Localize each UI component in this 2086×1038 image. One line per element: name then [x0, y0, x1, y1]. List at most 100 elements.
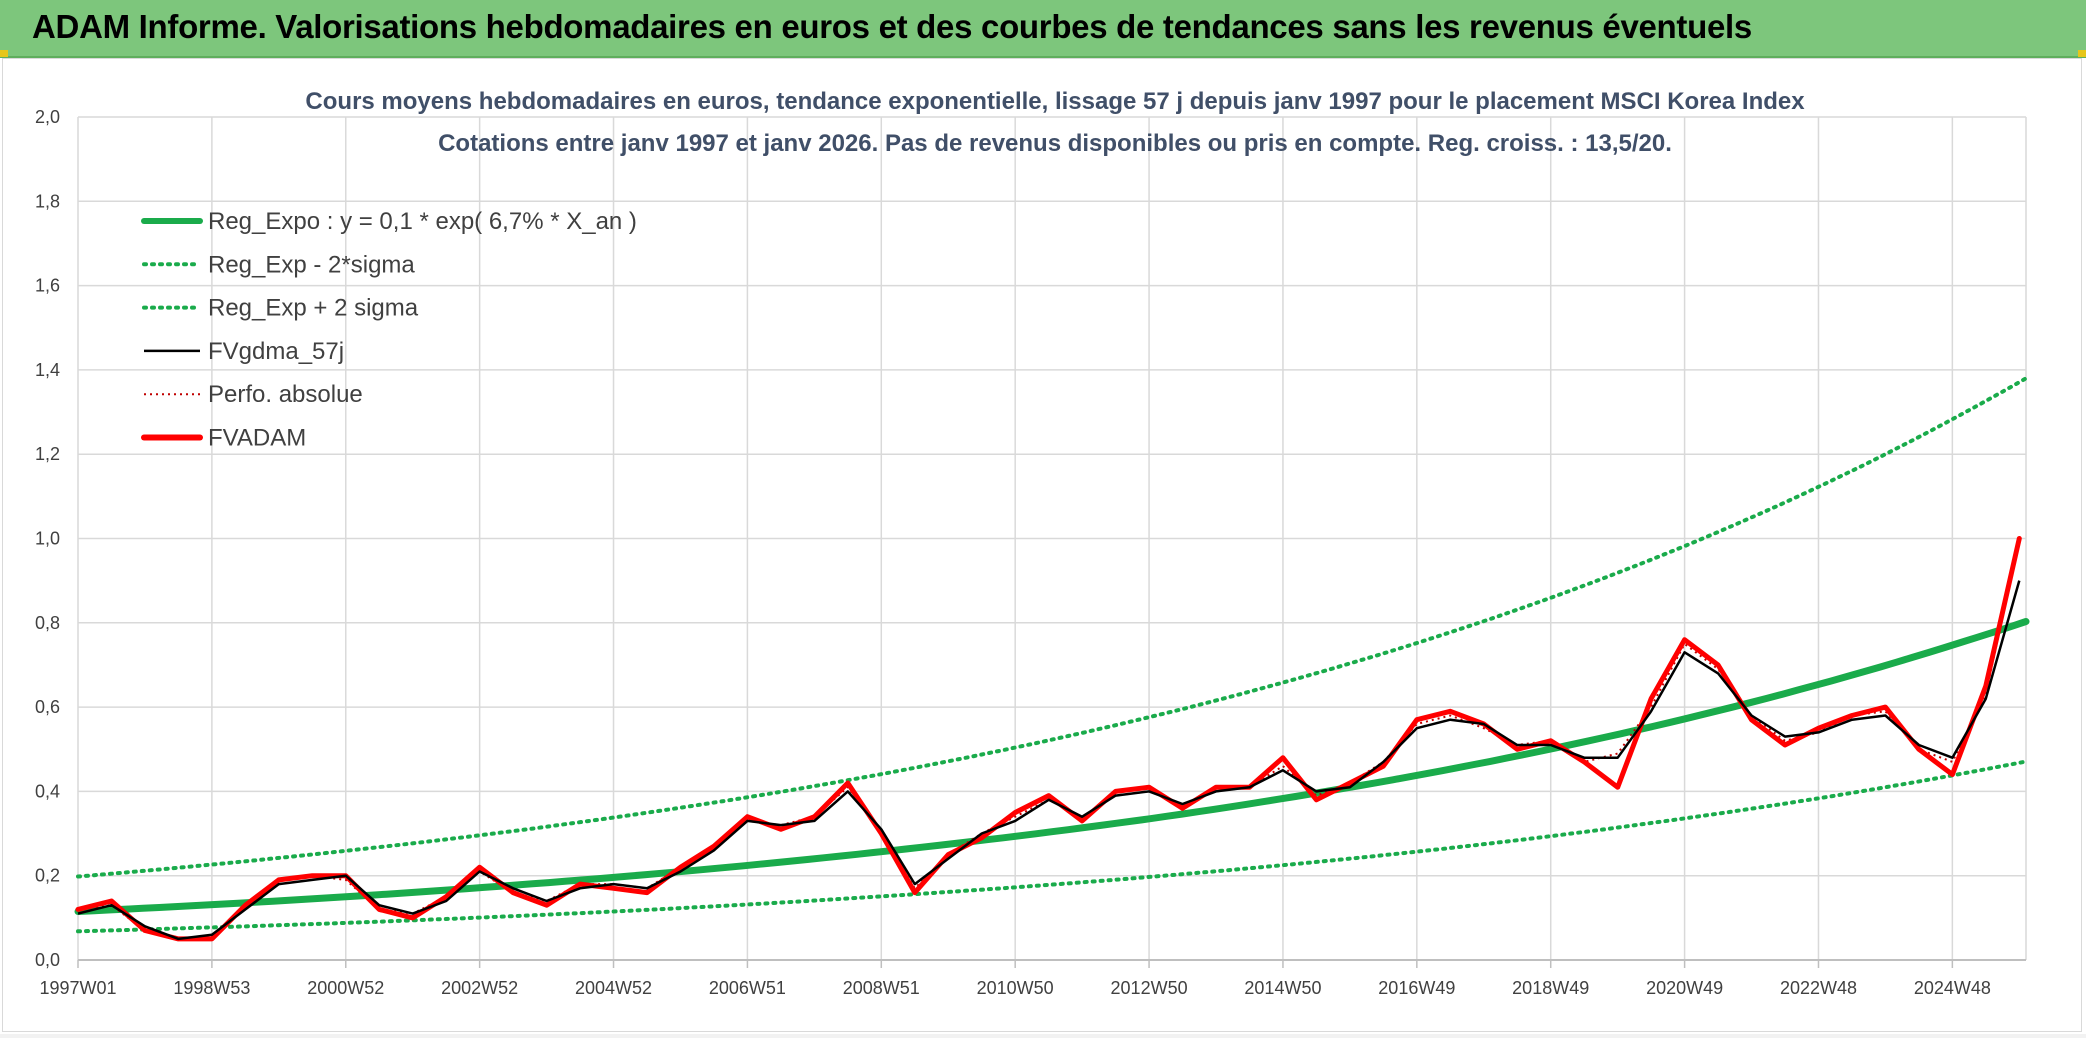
data-point-5: [1215, 787, 1216, 788]
data-point-2: [1952, 419, 1953, 420]
x-tick-label: 2016W49: [1378, 978, 1455, 998]
data-point-5: [412, 917, 413, 918]
data-point-1: [613, 911, 614, 912]
data-point-4: [1015, 816, 1016, 817]
data-point-3: [1383, 761, 1384, 762]
data-point-3: [178, 938, 179, 939]
data-point-5: [1082, 820, 1083, 821]
data-point-5: [1048, 795, 1049, 796]
data-point-3: [914, 884, 915, 885]
data-point-3: [1952, 757, 1953, 758]
y-tick-label: 1,6: [35, 276, 60, 296]
data-point-5: [1885, 707, 1886, 708]
data-point-3: [211, 934, 212, 935]
data-point-3: [1684, 652, 1685, 653]
chart-title-line-1: Cours moyens hebdomadaires en euros, ten…: [305, 88, 1805, 115]
data-point-5: [1115, 791, 1116, 792]
data-point-3: [1751, 715, 1752, 716]
data-point-5: [1952, 774, 1953, 775]
data-point-3: [446, 900, 447, 901]
data-point-5: [513, 892, 514, 893]
data-point-3: [1215, 791, 1216, 792]
data-point-5: [379, 909, 380, 910]
data-point-1: [1148, 876, 1149, 877]
data-point-5: [1684, 639, 1685, 640]
data-point-1: [1684, 818, 1685, 819]
corner-marker-right: [2078, 50, 2086, 57]
series-line-1: [76, 759, 2028, 934]
data-point-5: [144, 930, 145, 931]
corner-marker-left: [0, 50, 8, 57]
legend-label-1: Reg_Exp - 2*sigma: [208, 251, 415, 278]
data-point-3: [1985, 698, 1986, 699]
data-point-3: [613, 884, 614, 885]
data-point-3: [847, 791, 848, 792]
data-point-3: [1082, 816, 1083, 817]
chart-legend: Reg_Expo : y = 0,1 * exp( 6,7% * X_an ) R…: [141, 208, 637, 452]
data-point-0: [1684, 718, 1685, 719]
y-tick-label: 1,2: [35, 444, 60, 464]
data-point-2: [1148, 717, 1149, 718]
data-point-3: [412, 913, 413, 914]
data-point-4: [1784, 740, 1785, 741]
data-point-3: [579, 888, 580, 889]
data-point-3: [2019, 580, 2020, 581]
data-point-3: [77, 913, 78, 914]
data-point-5: [579, 884, 580, 885]
data-point-0: [881, 851, 882, 852]
data-point-5: [981, 837, 982, 838]
series-line-5: [75, 536, 2022, 942]
x-tick-label: 2024W48: [1914, 978, 1991, 998]
data-point-5: [780, 829, 781, 830]
data-point-5: [479, 867, 480, 868]
x-axis-ticks: 1997W01 1998W53 2000W52 2002W52 2004W52 2006W…: [39, 978, 1990, 998]
data-point-5: [1784, 744, 1785, 745]
data-point-5: [881, 833, 882, 834]
x-tick-label: 2004W52: [575, 978, 652, 998]
data-point-3: [1517, 744, 1518, 745]
data-point-3: [713, 850, 714, 851]
data-point-5: [847, 782, 848, 783]
data-point-4: [1450, 715, 1451, 716]
data-point-5: [111, 900, 112, 901]
data-point-4: [1617, 753, 1618, 754]
header-bar: ADAM Informe. Valorisations hebdomadaire…: [0, 0, 2086, 58]
x-tick-label: 2008W51: [843, 978, 920, 998]
data-point-5: [1751, 719, 1752, 720]
legend-label-2: Reg_Exp + 2 sigma: [208, 295, 419, 322]
data-point-3: [1148, 791, 1149, 792]
data-point-5: [1383, 766, 1384, 767]
data-point-5: [1015, 812, 1016, 813]
data-point-3: [1918, 744, 1919, 745]
data-point-5: [211, 938, 212, 939]
data-point-3: [1048, 799, 1049, 800]
data-point-3: [1115, 795, 1116, 796]
chart-title-line-2: Cotations entre janv 1997 et janv 2026. …: [438, 130, 1672, 157]
data-point-3: [111, 905, 112, 906]
data-point-2: [345, 850, 346, 851]
data-point-2: [77, 876, 78, 877]
data-point-3: [1316, 791, 1317, 792]
data-point-5: [1617, 787, 1618, 788]
data-point-0: [1952, 645, 1953, 646]
data-point-3: [1450, 719, 1451, 720]
x-tick-label: 2010W50: [977, 978, 1054, 998]
y-tick-label: 2,0: [35, 107, 60, 127]
data-point-3: [1617, 757, 1618, 758]
y-tick-label: 0,8: [35, 613, 60, 633]
data-point-3: [1015, 820, 1016, 821]
data-point-5: [77, 909, 78, 910]
data-point-5: [1517, 749, 1518, 750]
data-point-5: [1851, 715, 1852, 716]
x-tick-label: 2022W48: [1780, 978, 1857, 998]
data-point-3: [1550, 744, 1551, 745]
data-point-3: [948, 858, 949, 859]
data-point-3: [144, 926, 145, 927]
data-point-4: [1483, 728, 1484, 729]
data-point-5: [245, 905, 246, 906]
series-line-3: [77, 580, 2021, 941]
y-tick-label: 1,0: [35, 529, 60, 549]
y-tick-label: 1,4: [35, 360, 60, 380]
y-tick-label: 0,2: [35, 866, 60, 886]
page-title: ADAM Informe. Valorisations hebdomadaire…: [32, 8, 1752, 45]
